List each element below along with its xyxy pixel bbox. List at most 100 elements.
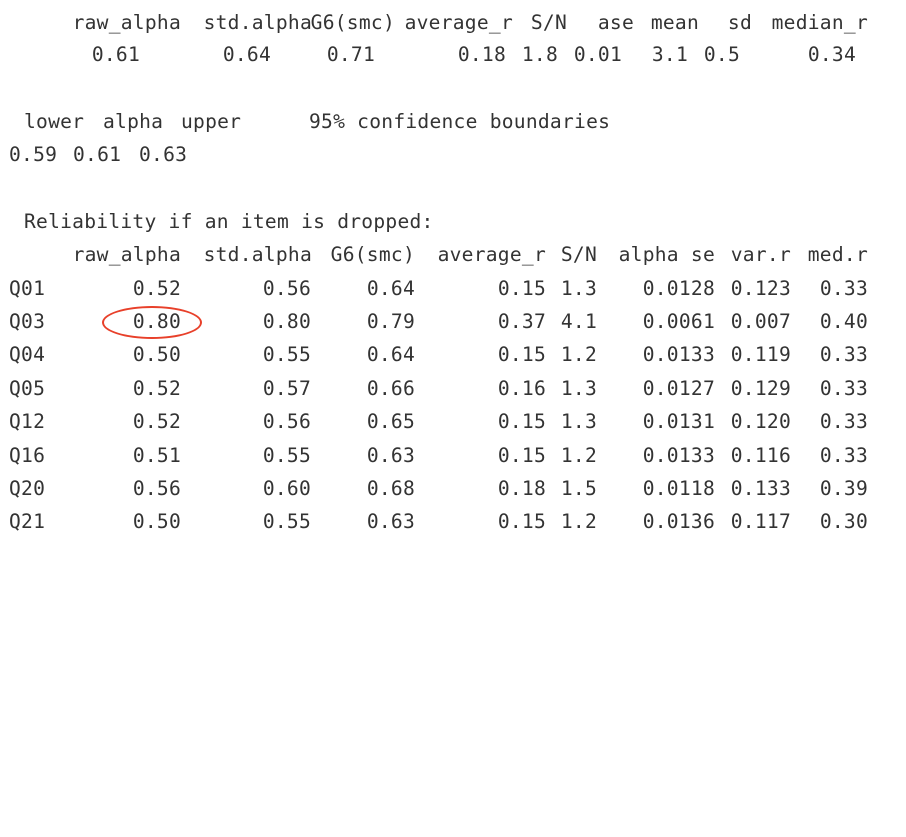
dropped-header-alpha-se: alpha se: [618, 243, 715, 266]
col-header-ase: ase: [597, 11, 634, 34]
cell-var-r: 0.007: [730, 310, 791, 333]
cell-average-r: 0.15: [497, 343, 546, 366]
cell-med-r: 0.40: [819, 310, 868, 333]
cell-std-alpha: 0.55: [262, 444, 311, 467]
value-upper: 0.63: [139, 143, 188, 166]
row-item-label: Q20: [9, 477, 46, 500]
dropped-header-med-r: med.r: [807, 243, 868, 266]
cell-sn: 1.2: [560, 343, 597, 366]
cell-med-r: 0.39: [819, 477, 868, 500]
cell-raw-alpha: 0.52: [132, 410, 181, 433]
table-row: Q03 0.80 0.80 0.79 0.37 4.1 0.0061 0.007…: [0, 307, 906, 337]
cell-med-r: 0.33: [819, 277, 868, 300]
col-header-sn: S/N: [530, 11, 567, 34]
cell-std-alpha: 0.80: [262, 310, 311, 333]
cell-alpha-se: 0.0127: [642, 377, 715, 400]
cell-g6-smc: 0.68: [366, 477, 415, 500]
cell-g6-smc: 0.64: [366, 343, 415, 366]
cell-sn: 1.5: [560, 477, 597, 500]
cell-raw-alpha: 0.52: [132, 377, 181, 400]
row-item-label: Q04: [9, 343, 46, 366]
table-row: Q01 0.52 0.56 0.64 0.15 1.3 0.0128 0.123…: [0, 274, 906, 304]
cell-std-alpha: 0.56: [262, 410, 311, 433]
table-row: Q21 0.50 0.55 0.63 0.15 1.2 0.0136 0.117…: [0, 507, 906, 537]
dropped-header-sn: S/N: [560, 243, 597, 266]
dropped-header-var-r: var.r: [730, 243, 791, 266]
col-header-median-r: median_r: [771, 11, 868, 34]
value-sn: 1.8: [521, 43, 558, 66]
cell-sn: 1.3: [560, 377, 597, 400]
cell-sn: 1.2: [560, 510, 597, 533]
col-header-upper: upper: [181, 110, 242, 133]
cell-average-r: 0.15: [497, 444, 546, 467]
summary-values-row: 0.61 0.64 0.71 0.18 1.8 0.01 3.1 0.5 0.3…: [0, 40, 906, 70]
cell-raw-alpha: 0.52: [132, 277, 181, 300]
row-item-label: Q05: [9, 377, 46, 400]
table-row: Q05 0.52 0.57 0.66 0.16 1.3 0.0127 0.129…: [0, 374, 906, 404]
cell-med-r: 0.33: [819, 444, 868, 467]
confidence-header-row: lower alpha upper 95% confidence boundar…: [0, 107, 906, 137]
table-row: Q20 0.56 0.60 0.68 0.18 1.5 0.0118 0.133…: [0, 474, 906, 504]
dropped-header-std-alpha: std.alpha: [203, 243, 312, 266]
cell-alpha-se: 0.0118: [642, 477, 715, 500]
confidence-boundaries-label: 95% confidence boundaries: [309, 110, 611, 133]
dropped-header-average-r: average_r: [437, 243, 546, 266]
col-header-g6-smc: G6(smc): [310, 11, 395, 34]
cell-alpha-se: 0.0136: [642, 510, 715, 533]
cell-std-alpha: 0.55: [262, 510, 311, 533]
value-g6-smc: 0.71: [326, 43, 375, 66]
cell-g6-smc: 0.64: [366, 277, 415, 300]
cell-var-r: 0.119: [730, 343, 791, 366]
value-ase: 0.01: [573, 43, 622, 66]
col-header-raw-alpha: raw_alpha: [72, 11, 181, 34]
cell-average-r: 0.15: [497, 410, 546, 433]
cell-sn: 4.1: [560, 310, 597, 333]
cell-alpha-se: 0.0131: [642, 410, 715, 433]
value-median-r: 0.34: [807, 43, 856, 66]
col-header-mean: mean: [650, 11, 699, 34]
console-output: raw_alpha std.alpha G6(smc) average_r S/…: [0, 8, 906, 537]
cell-std-alpha: 0.60: [262, 477, 311, 500]
col-header-lower: lower: [24, 110, 85, 133]
cell-g6-smc: 0.63: [366, 510, 415, 533]
value-lower: 0.59: [9, 143, 58, 166]
cell-alpha-se: 0.0128: [642, 277, 715, 300]
section-title: Reliability if an item is dropped:: [24, 210, 434, 233]
row-item-label: Q01: [9, 277, 46, 300]
dropped-header-row: raw_alpha std.alpha G6(smc) average_r S/…: [0, 240, 906, 270]
cell-var-r: 0.123: [730, 277, 791, 300]
cell-std-alpha: 0.55: [262, 343, 311, 366]
cell-std-alpha: 0.56: [262, 277, 311, 300]
cell-var-r: 0.120: [730, 410, 791, 433]
cell-std-alpha: 0.57: [262, 377, 311, 400]
cell-var-r: 0.133: [730, 477, 791, 500]
cell-raw-alpha: 0.50: [132, 343, 181, 366]
confidence-values-row: 0.59 0.61 0.63: [0, 140, 906, 170]
cell-var-r: 0.116: [730, 444, 791, 467]
value-average-r: 0.18: [457, 43, 506, 66]
cell-sn: 1.2: [560, 444, 597, 467]
cell-average-r: 0.37: [497, 310, 546, 333]
dropped-title-row: Reliability if an item is dropped:: [0, 207, 906, 237]
row-item-label: Q16: [9, 444, 46, 467]
cell-g6-smc: 0.66: [366, 377, 415, 400]
row-item-label: Q12: [9, 410, 46, 433]
cell-raw-alpha: 0.56: [132, 477, 181, 500]
value-std-alpha: 0.64: [222, 43, 271, 66]
cell-alpha-se: 0.0133: [642, 444, 715, 467]
col-header-sd: sd: [727, 11, 752, 34]
cell-alpha-se: 0.0061: [642, 310, 715, 333]
cell-med-r: 0.33: [819, 343, 868, 366]
cell-raw-alpha: 0.50: [132, 510, 181, 533]
table-row: Q12 0.52 0.56 0.65 0.15 1.3 0.0131 0.120…: [0, 407, 906, 437]
cell-g6-smc: 0.63: [366, 444, 415, 467]
summary-header-row: raw_alpha std.alpha G6(smc) average_r S/…: [0, 8, 906, 38]
cell-average-r: 0.18: [497, 477, 546, 500]
row-item-label: Q03: [9, 310, 46, 333]
cell-var-r: 0.117: [730, 510, 791, 533]
value-sd: 0.5: [703, 43, 740, 66]
cell-alpha-se: 0.0133: [642, 343, 715, 366]
cell-average-r: 0.15: [497, 510, 546, 533]
cell-var-r: 0.129: [730, 377, 791, 400]
cell-med-r: 0.30: [819, 510, 868, 533]
